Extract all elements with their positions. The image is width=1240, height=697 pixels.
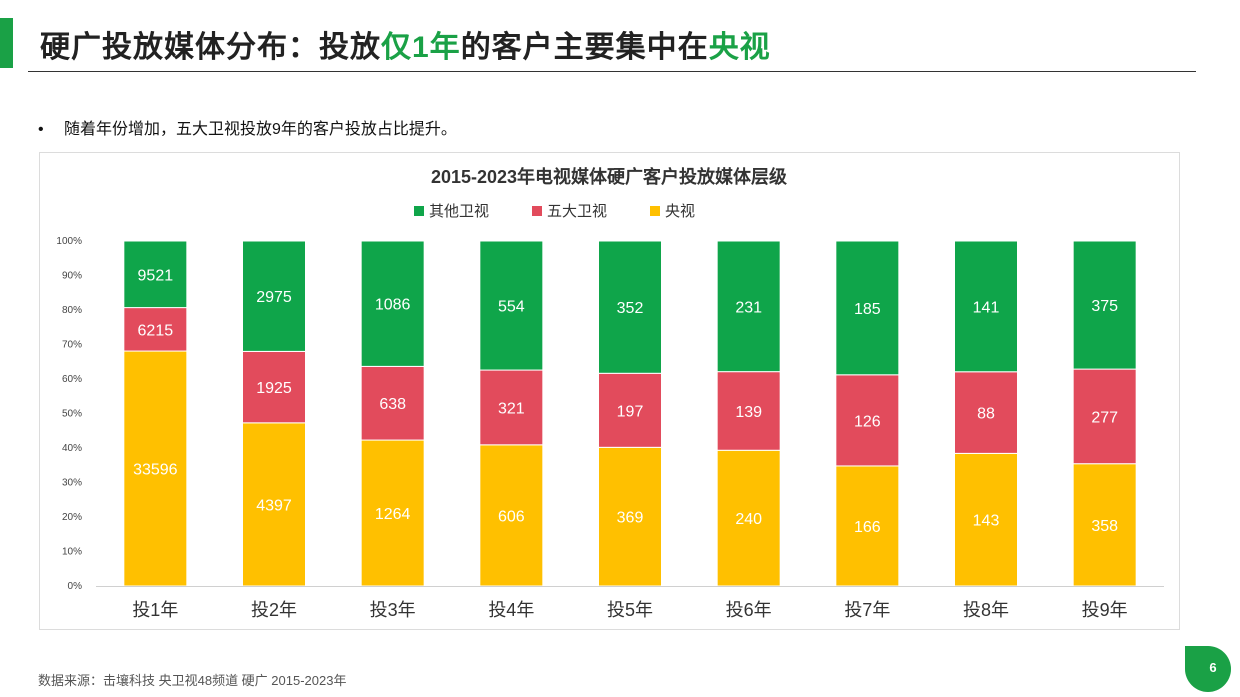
stacked-bar-chart: 2015-2023年电视媒体硬广客户投放媒体层级 其他卫视 五大卫视 央视 0% 10… bbox=[56, 166, 1164, 620]
y-axis: 0% 10% 20% 30% 40% 50% 60% 70% 80% 90% 100% bbox=[56, 236, 82, 592]
data-label: 1086 bbox=[375, 297, 411, 314]
bar-segment bbox=[835, 374, 900, 467]
bar-segment bbox=[954, 371, 1018, 454]
y-tick-label: 40% bbox=[62, 443, 82, 454]
data-label: 369 bbox=[617, 510, 644, 527]
bar-segment bbox=[479, 240, 544, 371]
bar-segment bbox=[360, 365, 425, 441]
bar-segment bbox=[954, 240, 1018, 373]
legend-label: 五大卫视 bbox=[547, 203, 607, 220]
bar-segment bbox=[835, 240, 900, 376]
title-divider bbox=[28, 71, 1196, 72]
y-tick-label: 100% bbox=[56, 236, 82, 247]
x-tick-label: 投7年 bbox=[844, 600, 890, 620]
y-tick-label: 10% bbox=[62, 547, 82, 558]
y-tick-label: 30% bbox=[62, 478, 82, 489]
data-label: 88 bbox=[977, 406, 995, 423]
title-part-5: 央视 bbox=[708, 31, 771, 64]
data-label: 4397 bbox=[256, 497, 292, 514]
data-label: 554 bbox=[498, 299, 525, 316]
bar-segment bbox=[479, 369, 544, 446]
data-label: 139 bbox=[735, 404, 762, 421]
data-label: 277 bbox=[1091, 409, 1118, 426]
y-tick-label: 60% bbox=[62, 374, 82, 385]
x-tick-label: 投8年 bbox=[963, 600, 1009, 620]
data-label: 166 bbox=[854, 519, 881, 536]
bar-segment bbox=[1072, 240, 1137, 370]
title-part-1: 硬广投放媒体分布 bbox=[40, 31, 288, 64]
data-source-note: 数据来源：击壤科技 央卫视48频道 硬广 2015-2023年 bbox=[38, 673, 347, 688]
title-part-4: 的客户主要集中在 bbox=[460, 31, 709, 64]
data-label: 240 bbox=[735, 511, 762, 528]
x-tick-label: 投4年 bbox=[488, 600, 534, 620]
bullet-text: 随着年份增加，五大卫视投放9年的客户投放占比提升。 bbox=[64, 121, 457, 138]
bar-segment bbox=[242, 422, 306, 587]
bar-segment bbox=[598, 446, 662, 587]
bar-segment bbox=[242, 240, 306, 352]
bar-segment bbox=[1072, 368, 1137, 465]
data-label: 6215 bbox=[138, 322, 174, 339]
y-tick-label: 90% bbox=[62, 271, 82, 282]
data-label: 2975 bbox=[256, 289, 292, 306]
bullet-point: • 随着年份增加，五大卫视投放9年的客户投放占比提升。 bbox=[38, 115, 457, 139]
x-tick-label: 投5年 bbox=[607, 600, 653, 620]
x-tick-label: 投1年 bbox=[132, 600, 178, 620]
data-label: 358 bbox=[1091, 518, 1118, 535]
legend-swatch bbox=[650, 206, 660, 216]
bar-segment bbox=[123, 240, 188, 309]
data-label: 1925 bbox=[256, 380, 292, 397]
data-label: 141 bbox=[973, 299, 1000, 316]
data-label: 1264 bbox=[375, 506, 411, 523]
data-label: 143 bbox=[973, 513, 1000, 530]
bar-segment bbox=[598, 240, 662, 374]
bar-segment bbox=[716, 240, 781, 373]
data-label: 197 bbox=[617, 403, 644, 420]
bar-segment bbox=[242, 350, 306, 424]
x-tick-label: 投6年 bbox=[726, 600, 772, 620]
chart-title: 2015-2023年电视媒体硬广客户投放媒体层级 bbox=[431, 166, 788, 187]
bar-segment bbox=[835, 465, 900, 587]
data-label: 33596 bbox=[133, 462, 178, 479]
page-title: 硬广投放媒体分布：投放仅1年的客户主要集中在央视 bbox=[40, 22, 771, 66]
data-label: 638 bbox=[379, 396, 406, 413]
title-accent-bar bbox=[0, 18, 13, 68]
x-axis: 投1年 投2年 投3年 投4年 投5年 投6年 投7年 投8年 投9年 bbox=[96, 586, 1164, 620]
data-label: 231 bbox=[735, 299, 762, 316]
data-label: 606 bbox=[498, 508, 525, 525]
bars: 33596 6215 9521 4397 1925 2975 1264 638 1086 606 3… bbox=[123, 240, 1137, 587]
x-tick-label: 投9年 bbox=[1082, 600, 1128, 620]
page-number: 6 bbox=[1209, 660, 1217, 675]
data-label: 352 bbox=[617, 300, 644, 317]
data-label: 375 bbox=[1091, 298, 1118, 315]
data-label: 126 bbox=[854, 413, 881, 430]
y-tick-label: 70% bbox=[62, 340, 82, 351]
chart-legend: 其他卫视 五大卫视 央视 bbox=[414, 203, 695, 220]
data-label: 9521 bbox=[138, 267, 174, 284]
bar-segment bbox=[1072, 463, 1137, 587]
legend-swatch bbox=[414, 206, 424, 216]
x-tick-label: 投2年 bbox=[251, 600, 297, 620]
page-number-badge bbox=[1185, 646, 1231, 692]
legend-swatch bbox=[532, 206, 542, 216]
bullet-marker: • bbox=[38, 121, 44, 138]
chart-frame: 2015-2023年电视媒体硬广客户投放媒体层级 其他卫视 五大卫视 央视 0% 10… bbox=[39, 152, 1180, 630]
bar-segment bbox=[123, 350, 188, 587]
bar-segment bbox=[360, 240, 425, 367]
data-label: 321 bbox=[498, 400, 525, 417]
legend-label: 其他卫视 bbox=[429, 203, 489, 220]
data-label: 185 bbox=[854, 301, 881, 318]
title-part-3: 仅1年 bbox=[381, 31, 461, 64]
legend-label: 央视 bbox=[665, 203, 695, 220]
y-tick-label: 20% bbox=[62, 512, 82, 523]
y-tick-label: 0% bbox=[68, 581, 83, 592]
y-tick-label: 50% bbox=[62, 409, 82, 420]
y-tick-label: 80% bbox=[62, 305, 82, 316]
bar-segment bbox=[716, 371, 781, 451]
title-part-2: ：投放 bbox=[288, 31, 381, 64]
x-tick-label: 投3年 bbox=[370, 600, 416, 620]
bar-segment bbox=[123, 307, 188, 352]
bar-segment bbox=[716, 449, 781, 587]
bar-segment bbox=[479, 444, 544, 587]
